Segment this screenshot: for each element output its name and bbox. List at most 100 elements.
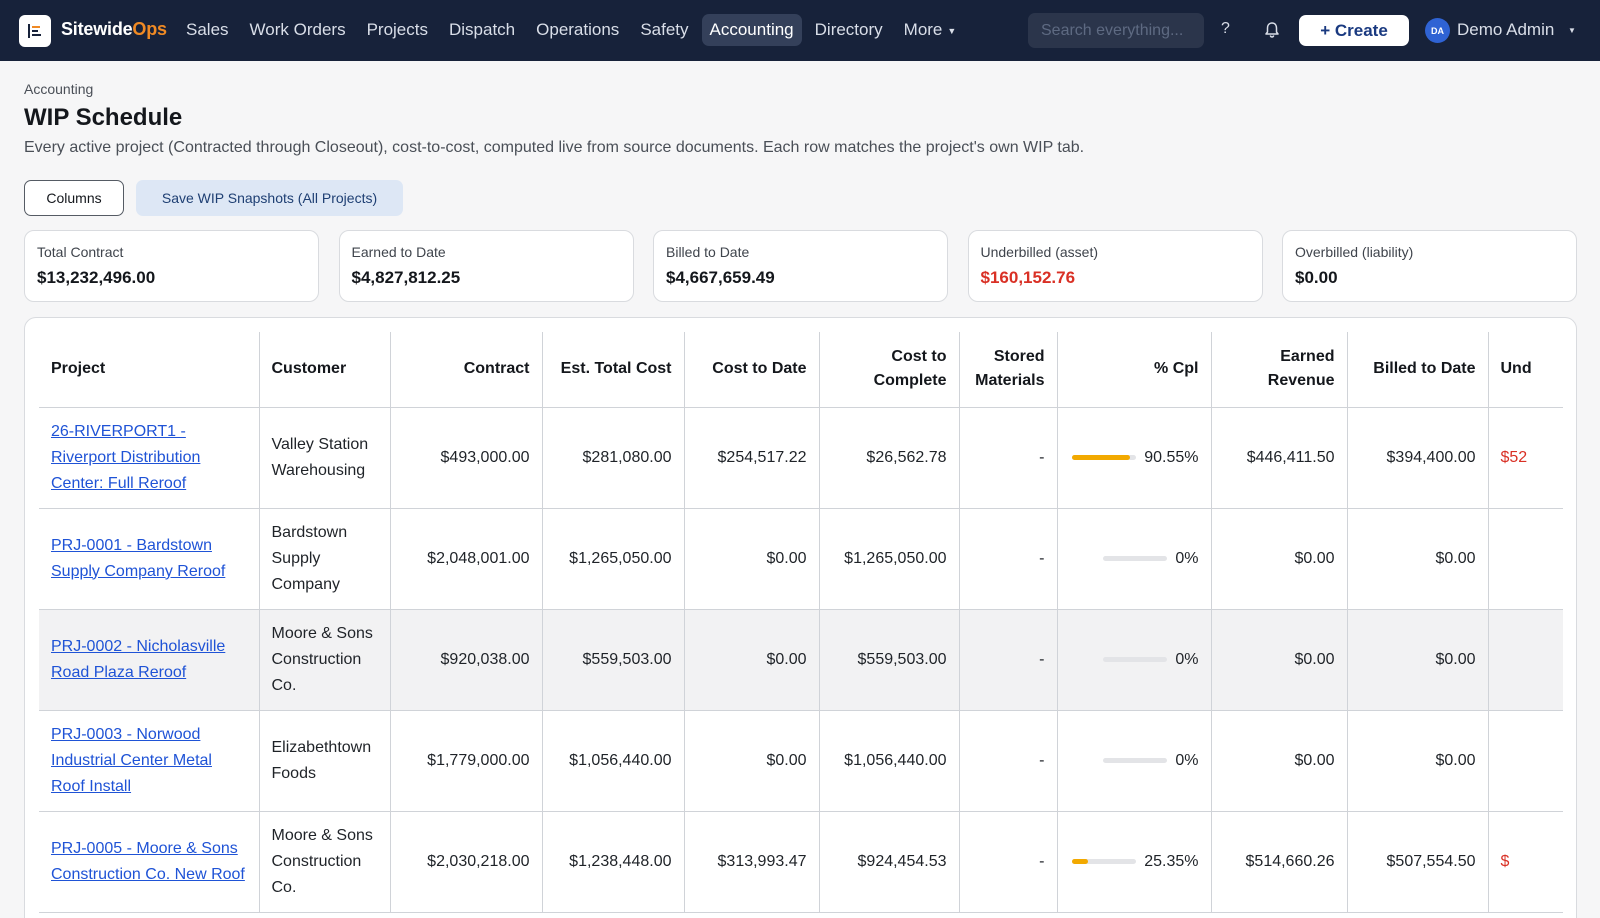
cell-est-total-cost: $1,056,440.00	[542, 710, 685, 812]
progress-bar	[1072, 859, 1137, 864]
table-row[interactable]: PRJ-0002 - Nicholasville Road Plaza Rero…	[39, 609, 1563, 711]
help-icon[interactable]: ?	[1221, 20, 1230, 37]
stored-materials-value: -	[1039, 549, 1045, 567]
cell-customer: Moore & Sons Construction Co.	[259, 609, 391, 711]
main-nav: Sales Work Orders Projects Dispatch Oper…	[178, 14, 969, 46]
billed-to-date-value: $394,400.00	[1386, 448, 1476, 466]
cell-customer: Valley Station Warehousing	[259, 407, 391, 509]
nav-safety[interactable]: Safety	[640, 20, 689, 39]
summary-cards: Total Contract $13,232,496.00 Earned to …	[24, 230, 1577, 302]
cell-cost-to-complete: $924,454.53	[819, 811, 960, 913]
pct-label: 0%	[1175, 751, 1199, 769]
project-link[interactable]: PRJ-0001 - Bardstown Supply Company Rero…	[51, 536, 226, 580]
nav-work-orders[interactable]: Work Orders	[249, 20, 346, 39]
nav-operations[interactable]: Operations	[536, 20, 620, 39]
table-row[interactable]: PRJ-0005 - Moore & Sons Construction Co.…	[39, 811, 1563, 913]
stored-materials-value: -	[1039, 650, 1045, 668]
cell-project: PRJ-0005 - Moore & Sons Construction Co.…	[39, 811, 260, 913]
cost-to-date-value: $0.00	[766, 751, 807, 769]
global-search-input[interactable]	[1028, 13, 1204, 48]
col-header-est-total-cost[interactable]: Est. Total Cost	[542, 332, 685, 408]
page-subtitle: Every active project (Contracted through…	[24, 139, 1085, 156]
earned-revenue-value: $514,660.26	[1245, 852, 1335, 870]
col-header-pct-complete[interactable]: % Cpl	[1057, 332, 1212, 408]
table-row[interactable]: PRJ-0003 - Norwood Industrial Center Met…	[39, 710, 1563, 812]
save-wip-snapshots-button[interactable]: Save WIP Snapshots (All Projects)	[136, 180, 403, 216]
columns-button[interactable]: Columns	[24, 180, 124, 216]
card-value: $4,667,659.49	[666, 268, 775, 287]
col-header-underbilled[interactable]: Und	[1488, 332, 1563, 408]
card-label: Overbilled (liability)	[1295, 244, 1414, 260]
project-link[interactable]: PRJ-0003 - Norwood Industrial Center Met…	[51, 725, 212, 795]
cell-contract: $920,038.00	[390, 609, 543, 711]
col-header-stored-materials[interactable]: Stored Materials	[959, 332, 1058, 408]
earned-revenue-value: $446,411.50	[1246, 448, 1335, 466]
app-logo[interactable]	[19, 15, 51, 47]
user-menu[interactable]: Demo Admin	[1457, 20, 1555, 39]
brand-name[interactable]: SitewideOps	[61, 19, 167, 39]
table-row[interactable]: 26-RIVERPORT1 - Riverport Distribution C…	[39, 407, 1563, 509]
est-total-cost-value: $1,238,448.00	[569, 852, 672, 870]
table-row[interactable]: PRJ-0001 - Bardstown Supply Company Rero…	[39, 508, 1563, 610]
nav-dispatch[interactable]: Dispatch	[449, 20, 516, 39]
nav-projects[interactable]: Projects	[366, 20, 428, 39]
cell-stored-materials: -	[959, 508, 1058, 610]
col-header-cost-to-complete[interactable]: Cost to Complete	[819, 332, 960, 408]
card-label: Underbilled (asset)	[980, 244, 1099, 260]
project-link[interactable]: 26-RIVERPORT1 - Riverport Distribution C…	[51, 422, 201, 492]
cost-to-complete-value: $1,265,050.00	[844, 549, 947, 567]
table-header-row: Project Customer Contract Est. Total Cos…	[39, 332, 1563, 408]
nav-sales[interactable]: Sales	[186, 20, 229, 39]
cell-contract: $2,030,218.00	[390, 811, 543, 913]
wip-table-panel: Project Customer Contract Est. Total Cos…	[24, 317, 1577, 918]
card-earned-to-date: Earned to Date $4,827,812.25	[338, 230, 634, 302]
customer-name: Elizabethtown Foods	[271, 738, 372, 782]
cell-underbilled	[1488, 609, 1563, 711]
bell-icon[interactable]	[1262, 20, 1282, 40]
card-underbilled: Underbilled (asset) $160,152.76	[967, 230, 1263, 302]
cell-pct-complete: 90.55%	[1057, 407, 1212, 509]
cell-billed-to-date: $0.00	[1347, 609, 1489, 711]
project-link[interactable]: PRJ-0005 - Moore & Sons Construction Co.…	[51, 839, 245, 883]
create-button[interactable]: + Create	[1299, 15, 1409, 46]
project-link[interactable]: PRJ-0002 - Nicholasville Road Plaza Rero…	[51, 637, 226, 681]
wip-table: Project Customer Contract Est. Total Cos…	[39, 332, 1563, 913]
user-caret-icon[interactable]: ▼	[1568, 26, 1576, 35]
pct-label: 25.35%	[1144, 852, 1199, 870]
col-header-earned-revenue[interactable]: Earned Revenue	[1211, 332, 1348, 408]
col-header-billed-to-date[interactable]: Billed to Date	[1347, 332, 1489, 408]
cell-customer: Bardstown Supply Company	[259, 508, 391, 610]
cell-stored-materials: -	[959, 609, 1058, 711]
underbilled-value: $	[1500, 852, 1510, 870]
contract-value: $2,048,001.00	[427, 549, 530, 567]
cell-customer: Elizabethtown Foods	[259, 710, 391, 812]
card-value: $4,827,812.25	[351, 268, 461, 287]
cost-to-date-value: $0.00	[766, 549, 807, 567]
avatar[interactable]: DA	[1425, 18, 1450, 43]
cell-billed-to-date: $394,400.00	[1347, 407, 1489, 509]
nav-more[interactable]: More ▼	[903, 20, 957, 39]
billed-to-date-value: $0.00	[1435, 650, 1476, 668]
contract-value: $1,779,000.00	[427, 751, 530, 769]
nav-directory[interactable]: Directory	[814, 20, 883, 39]
card-label: Total Contract	[37, 244, 124, 260]
card-value: $0.00	[1295, 268, 1338, 287]
cost-to-complete-value: $559,503.00	[857, 650, 947, 668]
cell-cost-to-date: $0.00	[684, 609, 820, 711]
cell-contract: $2,048,001.00	[390, 508, 543, 610]
pct-complete: 0%	[1070, 647, 1199, 673]
wip-table-scroll[interactable]: Project Customer Contract Est. Total Cos…	[39, 332, 1563, 918]
col-header-contract[interactable]: Contract	[390, 332, 543, 408]
col-header-project[interactable]: Project	[39, 332, 260, 408]
cost-to-complete-value: $924,454.53	[857, 852, 947, 870]
nav-accounting[interactable]: Accounting	[701, 14, 802, 46]
est-total-cost-value: $1,056,440.00	[569, 751, 672, 769]
cell-earned-revenue: $0.00	[1211, 508, 1348, 610]
cell-stored-materials: -	[959, 710, 1058, 812]
cell-billed-to-date: $507,554.50	[1347, 811, 1489, 913]
cell-earned-revenue: $0.00	[1211, 710, 1348, 812]
stored-materials-value: -	[1039, 448, 1045, 466]
col-header-customer[interactable]: Customer	[259, 332, 391, 408]
breadcrumb[interactable]: Accounting	[24, 81, 94, 97]
col-header-cost-to-date[interactable]: Cost to Date	[684, 332, 820, 408]
